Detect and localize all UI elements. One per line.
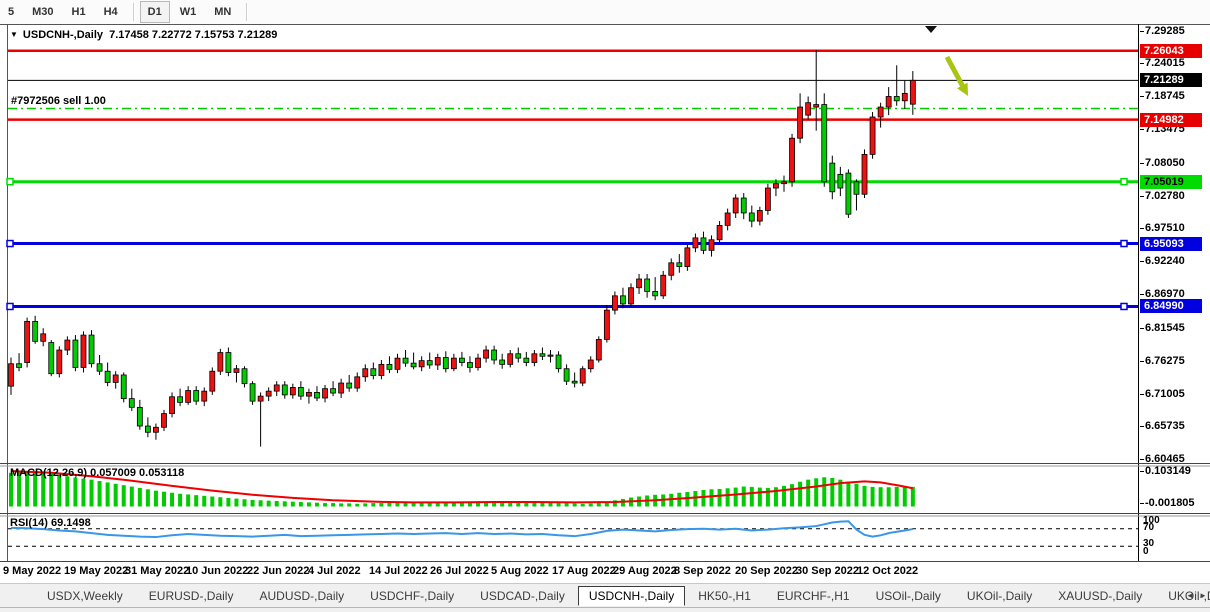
tab-usdcad-daily[interactable]: USDCAD-,Daily bbox=[480, 589, 565, 603]
drawn-arrow-head[interactable] bbox=[957, 82, 968, 96]
timeframe-button-m30[interactable]: M30 bbox=[32, 6, 54, 18]
price-badge-6.95093: 6.95093 bbox=[1140, 236, 1202, 251]
rsi-panel bbox=[8, 520, 1138, 547]
date-label: 22 Jun 2022 bbox=[247, 565, 310, 577]
price-tick: 6.97510 bbox=[1140, 222, 1185, 235]
line-anchor-marker[interactable] bbox=[1120, 177, 1128, 186]
timeframe-button-5[interactable]: 5 bbox=[8, 6, 15, 18]
chart-tabs-row: USDX,Weekly EURUSD-,Daily AUDUSD-,Daily USD… bbox=[0, 585, 1210, 608]
timeframe-button-mn[interactable]: MN bbox=[214, 6, 232, 18]
chart-shift-marker-icon[interactable] bbox=[925, 26, 937, 33]
price-tick: 6.81545 bbox=[1140, 321, 1185, 334]
price-tick: 7.18745 bbox=[1140, 90, 1185, 103]
macd-axis-label: -0.001805 bbox=[1140, 497, 1195, 509]
price-tick: 6.65735 bbox=[1140, 420, 1185, 433]
chart-frame bbox=[0, 24, 1210, 562]
timeframe-button-h1[interactable]: H1 bbox=[71, 6, 86, 18]
price-badge-6.84990: 6.84990 bbox=[1140, 299, 1202, 314]
chart-title: ▼ USDCNH-,Daily 7.17458 7.22772 7.15753 7… bbox=[10, 29, 277, 41]
price-badge-7.26043: 7.26043 bbox=[1140, 43, 1202, 58]
tab-ukoil-daily[interactable]: UKOil-,Daily bbox=[966, 589, 1033, 603]
dropdown-triangle-icon[interactable]: ▼ bbox=[10, 30, 18, 39]
tab-scroll-left-icon[interactable]: ◄ bbox=[1186, 590, 1194, 600]
timeframe-button-d1[interactable]: D1 bbox=[139, 1, 170, 23]
macd-signal-line bbox=[10, 470, 914, 504]
line-anchor-marker[interactable] bbox=[1120, 239, 1128, 248]
rsi-axis-label: 70 bbox=[1143, 522, 1155, 533]
price-tick: 7.02780 bbox=[1140, 189, 1185, 202]
price-tick: 6.71005 bbox=[1140, 387, 1185, 400]
timeframe-button-h4[interactable]: H4 bbox=[103, 6, 118, 18]
toolbar-separator bbox=[132, 3, 135, 21]
tab-eurchf-h1[interactable]: EURCHF-,H1 bbox=[776, 589, 850, 603]
date-label: 9 May 2022 bbox=[3, 565, 62, 577]
price-tick: 6.76275 bbox=[1140, 354, 1185, 367]
price-tick: 6.60465 bbox=[1140, 453, 1185, 466]
price-tick: 7.08050 bbox=[1140, 156, 1185, 169]
date-label: 17 Aug 2022 bbox=[552, 565, 616, 577]
rsi-axis-label: 100 bbox=[1143, 515, 1160, 526]
tab-eurusd-daily[interactable]: EURUSD-,Daily bbox=[148, 589, 234, 603]
price-tick: 7.29285 bbox=[1140, 24, 1185, 37]
price-badge-7.21289: 7.21289 bbox=[1140, 73, 1202, 88]
chart-title-text: USDCNH-,Daily 7.17458 7.22772 7.15753 7.… bbox=[22, 29, 278, 41]
line-anchor-marker[interactable] bbox=[6, 239, 14, 248]
timeframe-toolbar: 5 M30 H1 H4 D1 W1 MN bbox=[0, 0, 1210, 24]
tab-xauusd-daily[interactable]: XAUUSD-,Daily bbox=[1058, 589, 1143, 603]
tab-usdcnh-daily[interactable]: USDCNH-,Daily bbox=[577, 586, 686, 606]
date-label: 26 Jul 2022 bbox=[430, 565, 489, 577]
price-badge-7.14982: 7.14982 bbox=[1140, 112, 1202, 127]
rsi-axis-label: 0 bbox=[1143, 546, 1149, 557]
tab-audusd-daily[interactable]: AUDUSD-,Daily bbox=[259, 589, 345, 603]
price-badge-7.05019: 7.05019 bbox=[1140, 174, 1202, 189]
level-lines[interactable] bbox=[6, 49, 1138, 311]
date-label: 20 Sep 2022 bbox=[735, 565, 798, 577]
tab-hk50-h1[interactable]: HK50-,H1 bbox=[698, 589, 751, 603]
rsi-axis-label: 30 bbox=[1143, 538, 1155, 549]
toolbar-separator bbox=[246, 3, 249, 21]
line-anchor-marker[interactable] bbox=[6, 177, 14, 186]
date-label: 8 Sep 2022 bbox=[674, 565, 731, 577]
macd-axis-label: 0.103149 bbox=[1140, 465, 1191, 477]
price-axis[interactable]: 7.29285 7.24015 7.18745 7.13475 7.08050 7.027… bbox=[1140, 24, 1210, 562]
price-tick: 6.92240 bbox=[1140, 255, 1185, 268]
time-axis[interactable]: 9 May 2022 19 May 2022 31 May 2022 10 Jun 2… bbox=[0, 562, 1210, 582]
candles bbox=[8, 49, 916, 447]
rsi-line bbox=[10, 520, 913, 539]
date-label: 31 May 2022 bbox=[125, 565, 190, 577]
tab-scroll-right-icon[interactable]: ► bbox=[1199, 590, 1207, 600]
price-tick: 6.86970 bbox=[1140, 288, 1185, 301]
rsi-indicator-label: RSI(14) 69.1498 bbox=[10, 517, 91, 529]
date-label: 14 Jul 2022 bbox=[369, 565, 428, 577]
tab-ukoil-da[interactable]: UKOil-,Da bbox=[1168, 589, 1210, 603]
macd-indicator-label: MACD(12,26,9) 0.057009 0.053118 bbox=[10, 467, 185, 479]
tab-usoil-daily[interactable]: USOil-,Daily bbox=[875, 589, 941, 603]
date-label: 10 Jun 2022 bbox=[186, 565, 249, 577]
tab-usdx-weekly[interactable]: USDX,Weekly bbox=[47, 589, 123, 603]
date-label: 4 Jul 2022 bbox=[308, 565, 361, 577]
date-label: 30 Sep 2022 bbox=[796, 565, 859, 577]
chart-tabs: USDX,Weekly EURUSD-,Daily AUDUSD-,Daily USD… bbox=[0, 583, 1210, 612]
line-anchor-marker[interactable] bbox=[1120, 302, 1128, 311]
tab-usdchf-daily[interactable]: USDCHF-,Daily bbox=[370, 589, 455, 603]
order-line-label: #7972506 sell 1.00 bbox=[11, 95, 106, 107]
date-label: 19 May 2022 bbox=[64, 565, 129, 577]
date-label: 29 Aug 2022 bbox=[613, 565, 677, 577]
timeframe-button-w1[interactable]: W1 bbox=[179, 6, 197, 18]
line-anchor-marker[interactable] bbox=[6, 302, 14, 311]
date-label: 5 Aug 2022 bbox=[491, 565, 549, 577]
drawn-arrow-object[interactable] bbox=[944, 55, 965, 87]
price-tick: 7.24015 bbox=[1140, 57, 1185, 70]
macd-panel bbox=[9, 470, 915, 507]
date-label: 12 Oct 2022 bbox=[857, 565, 919, 577]
